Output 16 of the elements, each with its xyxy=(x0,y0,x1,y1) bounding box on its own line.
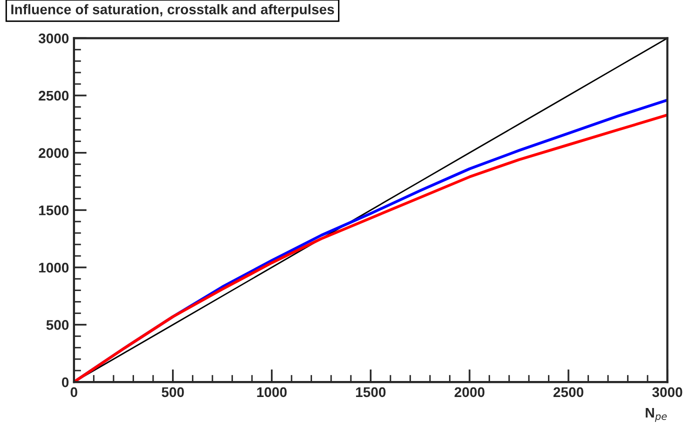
x-tick-label: 500 xyxy=(162,387,184,398)
x-tick-label: 1500 xyxy=(356,387,386,398)
x-tick-label: 1000 xyxy=(257,387,287,398)
y-tick-label: 2500 xyxy=(38,90,69,101)
y-tick-label: 3000 xyxy=(38,33,69,44)
y-tick-label: 1000 xyxy=(39,262,69,273)
y-tick-label: 2000 xyxy=(38,148,69,158)
y-tick-label: 0 xyxy=(62,377,69,388)
y-tick-label: 500 xyxy=(46,320,69,330)
x-tick-label: 0 xyxy=(70,387,78,398)
x-tick-label: 2000 xyxy=(454,387,484,398)
x-tick-label: 3000 xyxy=(652,387,682,398)
y-tick-label: 1500 xyxy=(39,205,69,216)
x-axis-title: N$_{pe}$ xyxy=(646,408,667,422)
chart-title: Influence of saturation, crosstalk and afterpulses xyxy=(11,4,334,18)
x-tick-label: 2500 xyxy=(553,387,584,398)
